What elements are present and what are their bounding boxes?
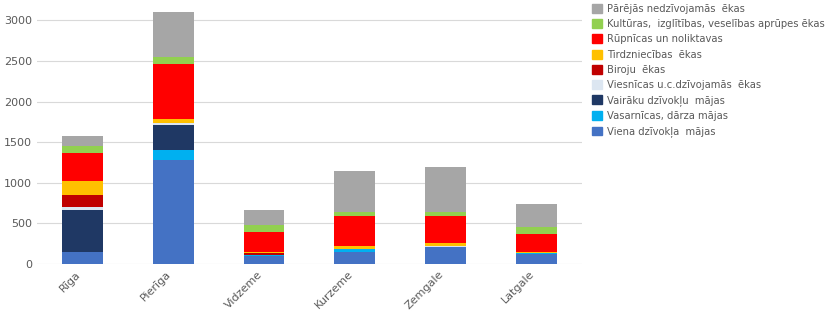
Bar (243, 209, 285, 226)
Bar (153, 160, 193, 264)
Bar (62, 252, 103, 264)
Bar (153, 150, 193, 160)
Bar (243, 256, 285, 264)
Bar (516, 227, 557, 234)
Bar (153, 64, 193, 119)
Bar (243, 255, 285, 256)
Bar (425, 167, 466, 212)
Bar (62, 136, 103, 146)
Bar (334, 171, 375, 212)
Bar (425, 246, 466, 247)
Bar (516, 204, 557, 227)
Bar (62, 181, 103, 195)
Bar (153, 123, 193, 125)
Bar (334, 216, 375, 246)
Bar (62, 146, 103, 153)
Bar (425, 216, 466, 243)
Bar (62, 207, 103, 209)
Bar (153, 119, 193, 123)
Bar (516, 253, 557, 254)
Bar (516, 252, 557, 253)
Bar (243, 254, 285, 255)
Bar (334, 212, 375, 216)
Bar (153, 57, 193, 64)
Bar (153, 125, 193, 150)
Bar (243, 232, 285, 252)
Bar (62, 209, 103, 252)
Bar (516, 234, 557, 252)
Bar (516, 254, 557, 264)
Bar (62, 195, 103, 207)
Bar (425, 212, 466, 216)
Bar (334, 246, 375, 249)
Bar (425, 243, 466, 246)
Bar (334, 252, 375, 264)
Bar (62, 153, 103, 181)
Bar (425, 247, 466, 264)
Legend: Pārējās nedzīvojamās  ēkas, Kultūras,  izglītības, veselības aprūpes ēkas, Rūpnī: Pārējās nedzīvojamās ēkas, Kultūras, izg… (592, 4, 825, 137)
Bar (153, 12, 193, 57)
Bar (334, 249, 375, 252)
Bar (243, 252, 285, 254)
Bar (243, 226, 285, 232)
